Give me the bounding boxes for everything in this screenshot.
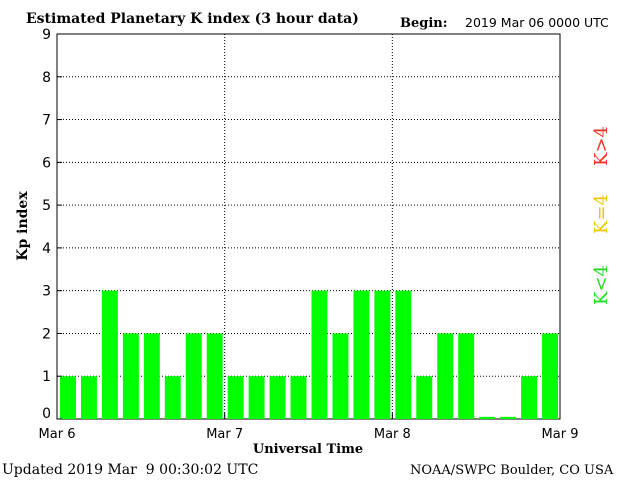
- y-tick-label: 2: [42, 326, 51, 342]
- x-axis-label: Universal Time: [253, 442, 363, 457]
- bar: [60, 376, 76, 419]
- bar: [227, 376, 244, 419]
- y-tick-label: 4: [42, 241, 51, 257]
- bar: [122, 333, 139, 419]
- bar: [395, 290, 412, 419]
- begin-value: 2019 Mar 06 0000 UTC: [465, 15, 609, 30]
- bar: [500, 416, 517, 419]
- bar: [332, 333, 349, 419]
- bar: [542, 333, 558, 419]
- bar: [185, 333, 202, 419]
- bars: [60, 290, 558, 419]
- bar: [458, 333, 475, 419]
- bar: [290, 376, 307, 419]
- updated-timestamp: Updated 2019 Mar 9 00:30:02 UTC: [2, 462, 258, 478]
- plot-area: [56, 33, 561, 420]
- bar: [521, 376, 538, 419]
- y-tick-label: 6: [42, 155, 51, 171]
- bar: [353, 290, 370, 419]
- y-tick-label: 5: [42, 198, 51, 214]
- y-tick-label: 7: [42, 113, 51, 129]
- begin-label: Begin:: [400, 16, 448, 31]
- bar: [248, 376, 265, 419]
- bar: [416, 376, 433, 419]
- legend-k-above-4: K>4: [591, 126, 612, 166]
- bar: [80, 376, 97, 419]
- source-credit: NOAA/SWPC Boulder, CO USA: [410, 463, 614, 478]
- bar: [479, 416, 496, 419]
- y-tick-label: 0: [42, 406, 51, 422]
- grid-lines: [57, 33, 560, 419]
- bar: [269, 376, 286, 419]
- bar: [311, 290, 328, 419]
- x-tick-label: Mar 6: [39, 427, 76, 442]
- y-axis-ticks: 0 1 2 3 4 5 6 7 8 9: [42, 27, 62, 422]
- legend-k-equals-4: K=4: [591, 194, 612, 234]
- bar: [374, 290, 391, 419]
- bar: [101, 290, 118, 419]
- y-tick-label: 9: [42, 27, 51, 43]
- y-axis-label: Kp index: [15, 191, 31, 261]
- bar: [164, 376, 181, 419]
- x-tick-label: Mar 9: [542, 427, 579, 442]
- x-tick-label: Mar 7: [206, 427, 243, 442]
- x-axis-ticks: Mar 6 Mar 7 Mar 8 Mar 9: [39, 413, 579, 442]
- y-tick-label: 1: [42, 369, 51, 385]
- y-tick-label: 8: [42, 70, 51, 86]
- y-tick-label: 3: [42, 284, 51, 300]
- x-tick-label: Mar 8: [374, 427, 411, 442]
- bar: [143, 333, 160, 419]
- legend-k-below-4: K<4: [591, 265, 612, 305]
- chart-title: Estimated Planetary K index (3 hour data…: [26, 11, 359, 27]
- bar: [206, 333, 223, 419]
- bar: [437, 333, 454, 419]
